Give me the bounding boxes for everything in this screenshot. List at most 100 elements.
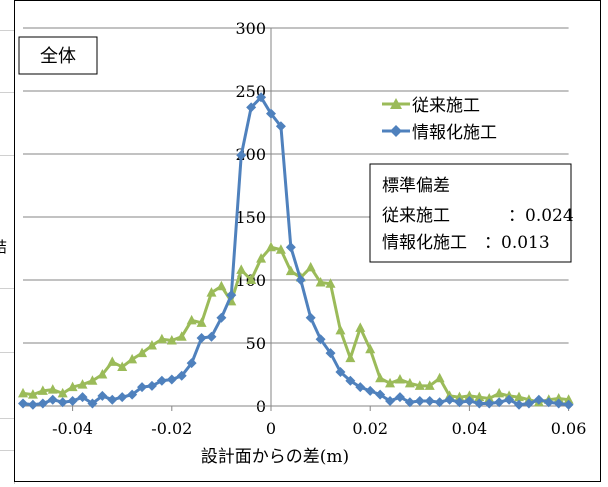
series-2-point (246, 102, 257, 113)
series-1-point (494, 387, 505, 398)
series-1-point (206, 287, 217, 297)
series-1-point (87, 375, 98, 385)
annotation-label-1: 従来施工 (382, 206, 450, 226)
gridlines (23, 27, 569, 344)
series-1-point (553, 392, 564, 403)
series-2-point (533, 394, 544, 405)
series-1-point (67, 381, 78, 392)
series-2-point (166, 374, 177, 385)
series-2-point (365, 385, 376, 396)
series-2-point (394, 392, 405, 403)
annotation-heading: 標準偏差 (382, 176, 450, 196)
series-1-point (137, 347, 148, 358)
series-2-point (523, 398, 534, 409)
legend-marker-diamond (390, 125, 402, 137)
series-1-point (563, 394, 574, 404)
series-1-point (77, 379, 88, 389)
series-1-point (196, 317, 207, 327)
series-1-point (285, 265, 296, 276)
axes: 050100150200250300-0.04-0.0200.020.040.0… (23, 19, 586, 438)
series-2-point (117, 392, 128, 403)
series-2-point (474, 398, 485, 409)
series-1-point (27, 389, 38, 399)
series-1-point (514, 391, 524, 402)
series-2-point (196, 332, 207, 343)
legend[interactable]: 従来施工 情報化施工 (382, 96, 497, 143)
series-1-point (454, 391, 465, 402)
series-1-point (345, 352, 356, 363)
series-2-point (305, 312, 316, 323)
std-dev-annotation[interactable]: 標準偏差 従来施工 ：0.024 情報化施工 ：0.013 (369, 163, 574, 263)
series-1-point (365, 343, 376, 354)
series-2-point (156, 375, 167, 386)
annotation-label-2: 情報化施工 (382, 233, 467, 253)
series-1-point (107, 356, 118, 366)
y-tick-label-150: 150 (235, 208, 266, 227)
series-1-point (97, 369, 108, 379)
series-2-point (504, 394, 515, 405)
chart-area[interactable]: 050100150200250300-0.04-0.0200.020.040.0… (14, 0, 601, 482)
series-2-point (375, 389, 386, 400)
annotation-value-2: ：0.013 (484, 233, 550, 253)
chart-title: 全体 (40, 46, 76, 67)
series-1-point (18, 387, 28, 398)
cell-text-fragment: 結 (0, 236, 7, 257)
row-divider (0, 352, 14, 353)
series-1-point (394, 374, 405, 384)
series-2-point (295, 275, 306, 285)
series-2-point (275, 121, 286, 132)
series-2-point (434, 397, 445, 408)
series-1-point (305, 261, 316, 272)
series-2-point (206, 331, 217, 342)
series-2-point (454, 397, 465, 408)
row-divider (0, 418, 14, 419)
series-2-point (464, 395, 475, 406)
series-2-point (256, 92, 267, 103)
series-2-point (176, 370, 187, 381)
series-2-point (514, 399, 524, 410)
annotation-value-1: ：0.024 (508, 206, 574, 226)
series-1-point (156, 333, 167, 344)
x-tick-label-4: 0.04 (452, 419, 488, 438)
row-divider (0, 450, 14, 451)
series-1-point (117, 361, 128, 371)
series-1-point (275, 244, 286, 254)
series-1-point (424, 380, 435, 390)
series-2-point (325, 348, 336, 359)
series-2-point (266, 108, 276, 119)
series-2-point (97, 390, 108, 401)
x-tick-label-1: -0.02 (151, 419, 192, 438)
series-1-point (57, 387, 68, 398)
series-1-point (37, 385, 48, 395)
series-1-point (256, 253, 267, 263)
series-1-point (484, 392, 495, 403)
series-1-point (315, 277, 326, 287)
title-box-border (18, 36, 98, 75)
series-1-point (216, 280, 227, 291)
annotation-box-border (369, 163, 572, 263)
series-2-point (47, 394, 58, 405)
row-divider (0, 92, 14, 93)
x-tick-label-0: -0.04 (52, 419, 93, 438)
series-2-point (285, 242, 296, 253)
series-2-point (553, 398, 564, 409)
series-1-point (246, 274, 257, 284)
series-2-point (37, 398, 48, 409)
series-2-point (18, 398, 28, 409)
series-2-point (444, 394, 455, 405)
row-divider (0, 155, 14, 156)
row-divider (0, 288, 14, 289)
series-2-point (226, 290, 237, 301)
series-1-point (464, 390, 475, 400)
chart-title-box[interactable]: 全体 (18, 36, 98, 75)
series-2-point (146, 380, 157, 391)
series-1-point (335, 324, 346, 335)
series-2-point (216, 312, 227, 323)
y-tick-label-50: 50 (246, 334, 266, 353)
legend-label-series-1: 従来施工 (412, 96, 480, 116)
series-1-point (47, 384, 58, 394)
series-1-point (385, 377, 396, 388)
series-2-point (484, 398, 495, 409)
x-tick-label-2: 0 (266, 419, 276, 438)
series-2-point (77, 392, 88, 403)
